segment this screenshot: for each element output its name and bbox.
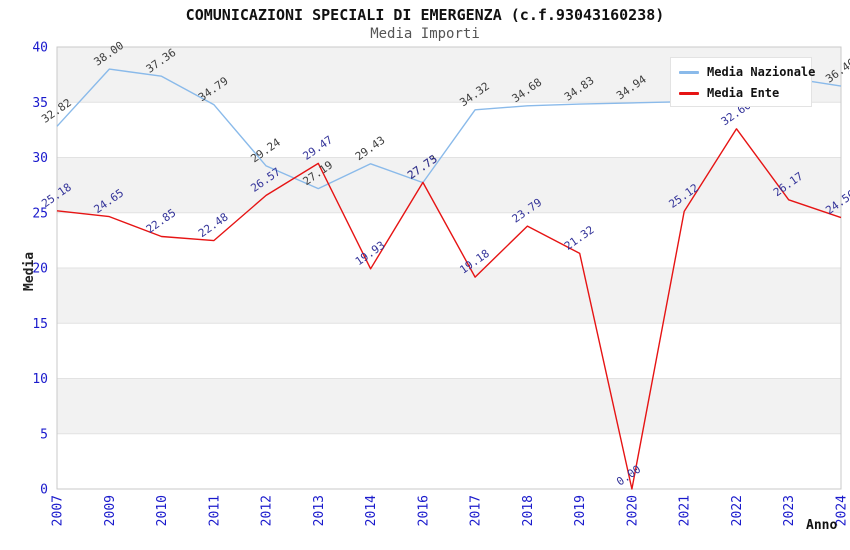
media-ente-line-swatch bbox=[679, 91, 699, 95]
legend-label-media-ente: Media Ente bbox=[707, 86, 780, 100]
grid-band bbox=[57, 433, 841, 489]
chart-title: COMUNICAZIONI SPECIALI DI EMERGENZA (c.f… bbox=[185, 6, 665, 24]
y-tick-label: 30 bbox=[32, 151, 48, 166]
x-tick-label: 2013 bbox=[312, 495, 327, 526]
grid-band bbox=[57, 268, 841, 324]
y-tick-label: 15 bbox=[32, 317, 48, 332]
y-tick-label: 10 bbox=[32, 372, 48, 387]
grid-band bbox=[57, 378, 841, 434]
series-line-media-ente bbox=[56, 128, 842, 490]
y-tick-label: 35 bbox=[32, 96, 48, 111]
x-tick-label: 2012 bbox=[260, 495, 275, 526]
plot-border bbox=[56, 46, 842, 490]
x-tick-label: 2024 bbox=[835, 495, 850, 526]
x-tick-label: 2014 bbox=[364, 495, 379, 526]
x-tick-label: 2016 bbox=[416, 495, 431, 526]
chart-subtitle: Media Importi bbox=[370, 26, 480, 42]
media-nazionale-line-swatch bbox=[679, 70, 699, 74]
x-tick-label: 2023 bbox=[782, 495, 797, 526]
x-tick-label: 2019 bbox=[573, 495, 588, 526]
y-tick-label: 0 bbox=[40, 483, 48, 498]
grid-band bbox=[57, 323, 841, 379]
grid-band bbox=[57, 212, 841, 268]
x-tick-label: 2020 bbox=[625, 495, 640, 526]
x-tick-label: 2011 bbox=[207, 495, 222, 526]
x-tick-label: 2018 bbox=[521, 495, 536, 526]
y-axis-title: Media bbox=[22, 251, 37, 291]
grid-band bbox=[57, 157, 841, 213]
y-tick-label: 20 bbox=[32, 262, 48, 277]
legend-item-media-ente: Media Ente bbox=[679, 86, 803, 100]
x-axis-title: Anno bbox=[806, 518, 838, 533]
x-tick-label: 2017 bbox=[469, 495, 484, 526]
grid-band bbox=[57, 102, 841, 158]
y-tick-label: 25 bbox=[32, 206, 48, 221]
legend: Media Nazionale Media Ente bbox=[670, 57, 815, 107]
x-tick-label: 2007 bbox=[51, 495, 66, 526]
x-tick-label: 2009 bbox=[103, 495, 118, 526]
x-tick-label: 2022 bbox=[730, 495, 745, 526]
x-tick-label: 2021 bbox=[678, 495, 693, 526]
legend-item-media-nazionale: Media Nazionale bbox=[679, 65, 815, 79]
x-tick-label: 2010 bbox=[155, 495, 170, 526]
y-tick-label: 40 bbox=[32, 41, 48, 56]
y-tick-label: 5 bbox=[40, 427, 48, 442]
legend-label-media-nazionale: Media Nazionale bbox=[707, 65, 816, 79]
